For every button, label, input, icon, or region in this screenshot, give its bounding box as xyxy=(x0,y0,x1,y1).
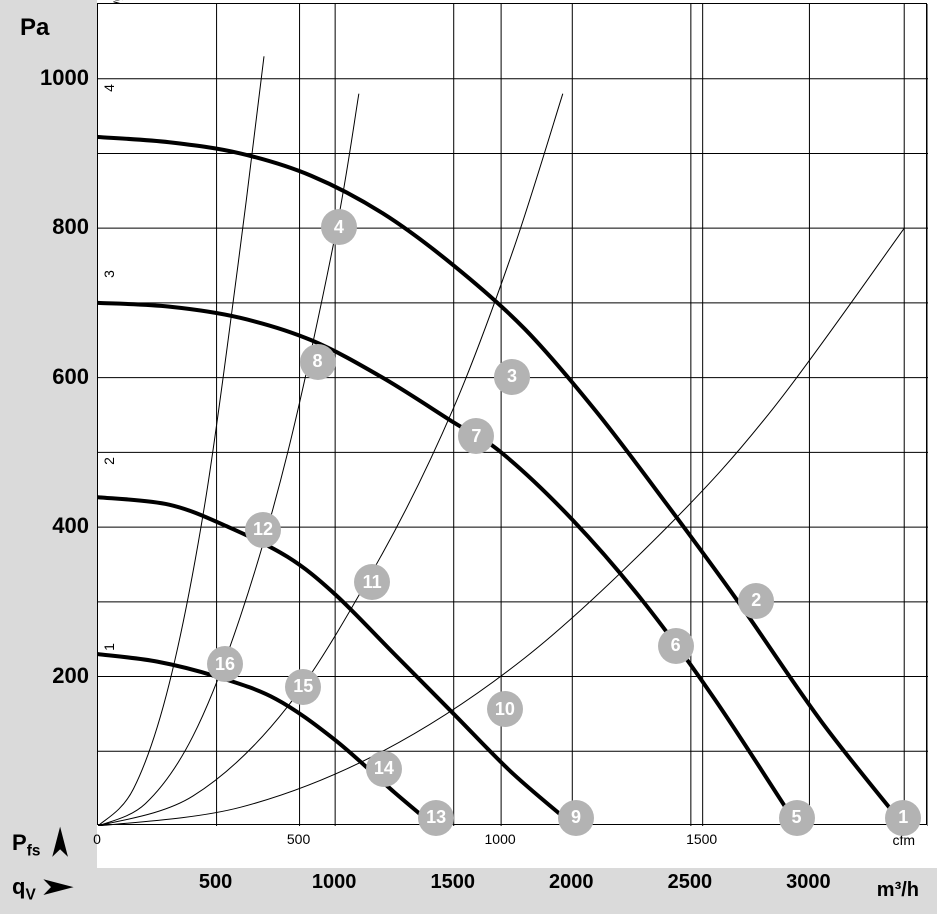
curve-marker: 10 xyxy=(487,691,523,727)
arrow-up-icon: ➤ xyxy=(47,826,73,859)
x-bottom-tick-label: 1000 xyxy=(312,871,357,894)
x-top-tick-label: 1000 xyxy=(485,831,516,847)
curve-marker: 11 xyxy=(354,564,390,600)
y-right-tick-label: 2 xyxy=(101,457,117,465)
x-top-tick-label: 1500 xyxy=(686,831,717,847)
y-left-tick-label: 600 xyxy=(52,364,89,390)
y-right-tick-label: 1 xyxy=(101,643,117,651)
x-bottom-tick-label: 500 xyxy=(199,871,232,894)
curve-marker: 12 xyxy=(245,512,281,548)
y-left-tick-label: 1000 xyxy=(40,65,89,91)
curve-marker: 15 xyxy=(285,669,321,705)
arrow-right-icon: ➤ xyxy=(40,874,73,900)
x-top-tick-label: 0 xyxy=(93,831,101,847)
y-right-tick-label: 4 xyxy=(101,84,117,92)
curve-marker: 2 xyxy=(738,583,774,619)
y-right-tick-label: 3 xyxy=(101,270,117,278)
curve-marker: 6 xyxy=(658,628,694,664)
x-bottom-tick-label: 2500 xyxy=(668,871,713,894)
x-bottom-tick-label: 2000 xyxy=(549,871,594,894)
curve-marker: 1 xyxy=(885,800,921,836)
curve-marker: 4 xyxy=(321,209,357,245)
qv-label: qV ➤ xyxy=(12,874,66,904)
curve-marker: 9 xyxy=(558,800,594,836)
x-bottom-tick-label: 3000 xyxy=(786,871,831,894)
y-left-tick-label: 800 xyxy=(52,214,89,240)
curve-marker: 13 xyxy=(418,800,454,836)
y-left-title: Pa xyxy=(20,14,49,42)
qv-sub: V xyxy=(25,886,35,903)
y-left-tick-label: 200 xyxy=(52,663,89,689)
curve-marker: 16 xyxy=(207,646,243,682)
curve-marker: 8 xyxy=(300,344,336,380)
qv-text: q xyxy=(12,874,25,899)
pfs-sub: fs xyxy=(27,842,41,859)
x-bottom-unit: m³/h xyxy=(877,879,919,902)
pfs-label: Pfs ➤ xyxy=(12,830,69,860)
y-left-tick-label: 400 xyxy=(52,513,89,539)
curve-marker: 5 xyxy=(779,800,815,836)
chart-wrapper: Pa in wg 2004006008001000 1234 500100015… xyxy=(0,0,937,914)
curve-marker: 3 xyxy=(494,359,530,395)
curve-marker: 14 xyxy=(366,751,402,787)
x-top-tick-label: 500 xyxy=(287,831,310,847)
left-band xyxy=(0,0,97,914)
x-bottom-tick-label: 1500 xyxy=(430,871,475,894)
pfs-text: P xyxy=(12,830,27,855)
curve-marker: 7 xyxy=(458,418,494,454)
